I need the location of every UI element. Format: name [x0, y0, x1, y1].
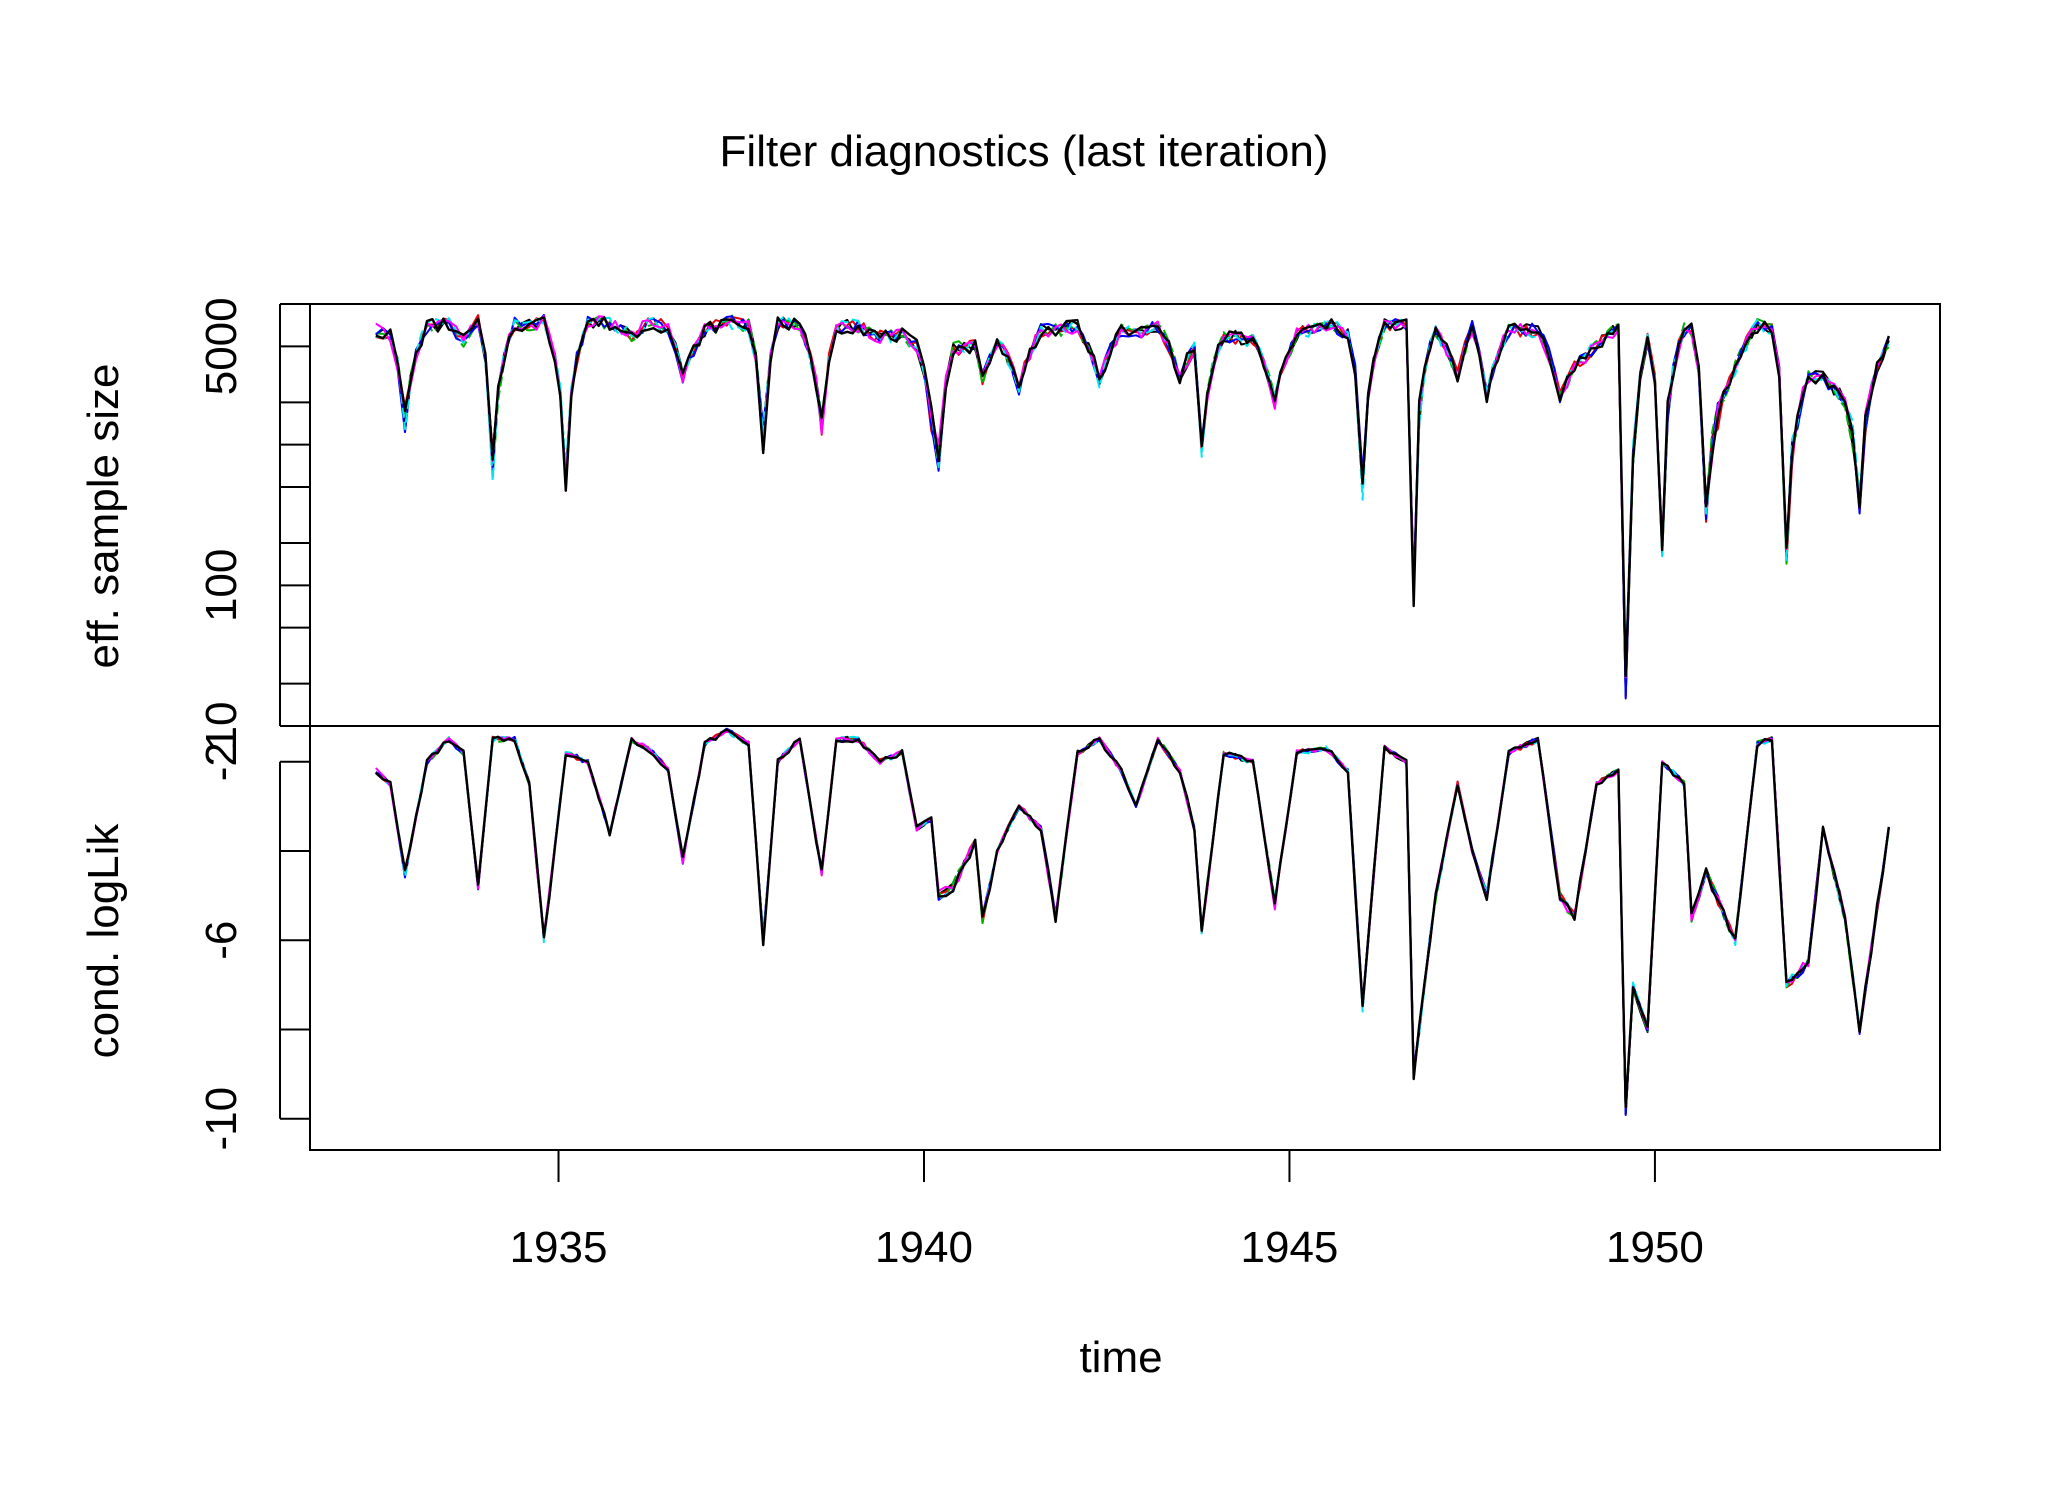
bottom-panel-frame	[309, 725, 1941, 1151]
bottom-panel-y-axis: -10 -6 -2	[197, 742, 310, 1151]
x-tick-label: 1935	[510, 1223, 608, 1272]
top-panel-frame	[309, 303, 1941, 727]
bottom-panel-y-tick-label: -10	[197, 1087, 246, 1151]
top-panel-series-line	[375, 316, 1890, 670]
top-panel-y-tick-label: 100	[197, 549, 246, 622]
chart-title: Filter diagnostics (last iteration)	[720, 127, 1329, 176]
bottom-panel-y-tick-label: -6	[197, 921, 246, 960]
top-panel-series-line	[375, 314, 1890, 698]
top-panel-series-line	[375, 314, 1890, 679]
top-panel-y-tick-label: 10	[197, 702, 246, 751]
x-tick-label: 1950	[1606, 1223, 1704, 1272]
top-panel-ylabel: eff. sample size	[79, 364, 128, 669]
top-panel-series-line	[375, 313, 1890, 700]
bottom-panel-y-tick-label: -2	[197, 742, 246, 781]
top-panel-series-line	[375, 316, 1890, 697]
top-panel-y-axis: 10 100 5000	[197, 297, 310, 750]
x-axis-label: time	[1079, 1333, 1162, 1382]
top-panel-series-line	[375, 316, 1890, 678]
top-panel: 10 100 5000	[197, 297, 1941, 750]
bottom-panel: -10 -6 -2	[197, 725, 1941, 1151]
x-tick-label: 1945	[1241, 1223, 1339, 1272]
bottom-panel-ylabel: cond. logLik	[79, 823, 128, 1059]
top-panel-series	[375, 313, 1890, 700]
bottom-panel-series	[374, 727, 1890, 1116]
bottom-panel-series-line	[374, 728, 1890, 1109]
x-tick-label: 1940	[875, 1223, 973, 1272]
top-panel-y-tick-label: 5000	[197, 297, 246, 395]
top-panel-series-line	[375, 313, 1890, 695]
x-axis: 1935 1940 1945 1950	[510, 1149, 1704, 1272]
